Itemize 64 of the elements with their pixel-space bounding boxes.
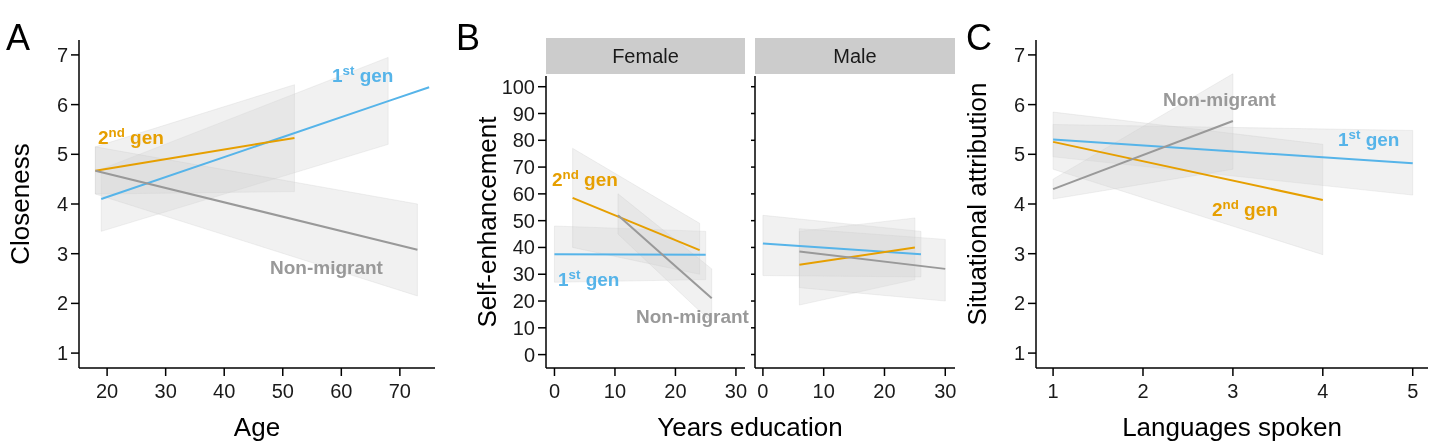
x-axis-title: Years education: [657, 412, 843, 442]
y-tick-label: 5: [56, 143, 68, 166]
x-tick-label: 20: [664, 380, 687, 402]
y-tick-label: 80: [512, 129, 535, 152]
series-label: 2$^{nd}$ gen: [1212, 196, 1278, 220]
x-tick-label: 2: [1137, 380, 1149, 402]
chart-subtitle: Female: [612, 45, 679, 67]
y-tick-label: 50: [512, 209, 535, 232]
y-axis-title: Situational attribution: [962, 82, 992, 326]
y-tick-label: 4: [56, 193, 68, 215]
y-tick-label: 2: [56, 292, 68, 315]
y-tick-label: 70: [512, 156, 535, 179]
x-tick-label: 1: [1047, 380, 1059, 402]
y-tick-label: 100: [501, 75, 535, 98]
y-tick-label: 6: [56, 93, 68, 116]
chart-title: B: [456, 17, 481, 58]
y-axis-title: Closeness: [5, 143, 35, 265]
x-tick-label: 60: [330, 380, 353, 402]
y-tick-label: 0: [523, 343, 535, 366]
x-tick-label: 30: [724, 380, 748, 402]
x-tick-label: 20: [873, 380, 896, 402]
x-tick-label: 70: [388, 380, 411, 402]
series-label: Non-migrant: [1163, 89, 1277, 110]
y-tick-label: 1: [56, 342, 68, 365]
y-tick-label: 1: [1013, 342, 1025, 365]
x-tick-label: 30: [934, 380, 957, 402]
y-tick-label: 5: [1013, 143, 1025, 166]
chart-title: C: [966, 17, 992, 58]
y-tick-label: 90: [512, 102, 535, 125]
chart-subtitle: Male: [833, 45, 877, 67]
series-label: 1$^{st}$ gen: [332, 62, 394, 86]
y-tick-label: 4: [1013, 193, 1025, 215]
y-tick-label: 30: [512, 263, 535, 286]
y-tick-label: 40: [512, 236, 535, 259]
x-tick-label: 20: [95, 380, 119, 402]
y-tick-label: 10: [512, 316, 535, 339]
x-tick-label: 40: [213, 380, 236, 402]
y-tick-label: 60: [512, 182, 535, 205]
series-label: 1$^{st}$ gen: [1338, 126, 1400, 150]
series-label: Non-migrant: [636, 306, 750, 327]
y-tick-label: 7: [56, 43, 68, 66]
y-axis-title: Self-enhancement: [472, 115, 502, 328]
y-tick-label: 3: [1013, 242, 1025, 265]
x-tick-label: 4: [1317, 380, 1329, 402]
series-label: Non-migrant: [270, 257, 384, 278]
y-tick-label: 6: [1013, 93, 1025, 116]
series-label: 2$^{nd}$ gen: [552, 166, 618, 190]
chart-title: A: [6, 17, 31, 58]
y-tick-label: 2: [1013, 292, 1025, 315]
x-tick-label: 5: [1407, 380, 1419, 402]
y-tick-label: 3: [56, 242, 68, 265]
x-axis-title: Languages spoken: [1122, 412, 1342, 442]
y-tick-label: 20: [512, 290, 535, 313]
x-tick-label: 0: [548, 380, 561, 402]
x-tick-label: 30: [154, 380, 177, 402]
x-tick-label: 50: [271, 380, 294, 402]
y-tick-label: 7: [1013, 43, 1025, 66]
series-label: 2$^{nd}$ gen: [98, 124, 164, 148]
x-axis-title: Age: [233, 412, 281, 442]
series-label: 1$^{st}$ gen: [558, 266, 620, 290]
x-tick-label: 0: [757, 380, 769, 402]
x-tick-label: 3: [1227, 380, 1239, 402]
x-tick-label: 10: [812, 380, 835, 402]
x-tick-label: 10: [603, 380, 627, 402]
